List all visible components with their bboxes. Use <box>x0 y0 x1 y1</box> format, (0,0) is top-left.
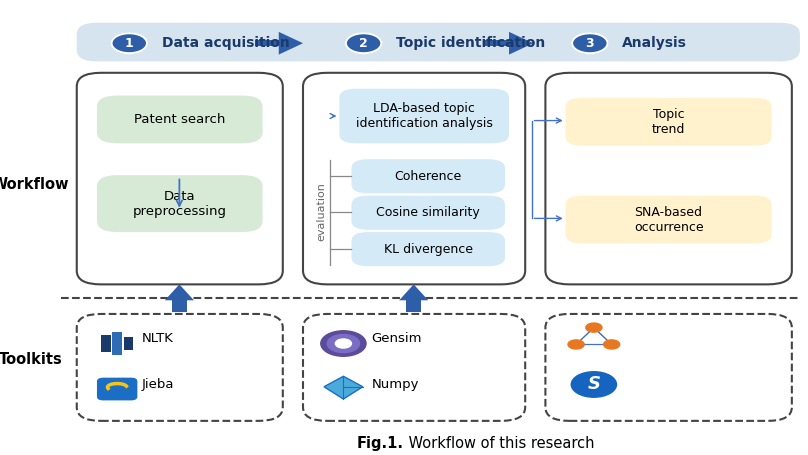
Polygon shape <box>399 284 428 300</box>
Polygon shape <box>172 300 187 312</box>
FancyBboxPatch shape <box>351 232 505 266</box>
FancyBboxPatch shape <box>351 159 505 193</box>
Polygon shape <box>324 376 363 399</box>
Circle shape <box>572 33 608 53</box>
FancyBboxPatch shape <box>77 314 283 421</box>
FancyBboxPatch shape <box>303 73 525 284</box>
Text: Numpy: Numpy <box>372 378 419 391</box>
Text: Patent search: Patent search <box>134 113 225 126</box>
Text: evaluation: evaluation <box>317 182 326 241</box>
Circle shape <box>112 33 147 53</box>
Text: Topic
trend: Topic trend <box>652 108 685 136</box>
Text: S: S <box>587 375 600 394</box>
Text: Fig.1.: Fig.1. <box>357 436 404 451</box>
Polygon shape <box>485 40 509 46</box>
Polygon shape <box>255 40 279 46</box>
Text: Coherence: Coherence <box>394 170 462 183</box>
Polygon shape <box>165 284 194 300</box>
Polygon shape <box>509 32 533 55</box>
Polygon shape <box>279 32 303 55</box>
Text: Cosine similarity: Cosine similarity <box>377 206 480 219</box>
Text: Workflow: Workflow <box>0 177 69 192</box>
FancyBboxPatch shape <box>545 73 792 284</box>
Text: Gensim: Gensim <box>372 333 422 345</box>
Circle shape <box>568 340 584 349</box>
Polygon shape <box>406 300 421 312</box>
Circle shape <box>335 339 351 348</box>
Bar <box>112 332 122 355</box>
Circle shape <box>571 372 617 397</box>
FancyBboxPatch shape <box>97 175 263 232</box>
Text: Toolkits: Toolkits <box>0 352 62 367</box>
Circle shape <box>604 340 620 349</box>
Text: NLTK: NLTK <box>141 333 173 345</box>
FancyBboxPatch shape <box>566 196 772 243</box>
Text: 1: 1 <box>125 37 133 50</box>
Text: LDA-based topic
identification analysis: LDA-based topic identification analysis <box>356 102 493 130</box>
Text: Analysis: Analysis <box>622 36 687 50</box>
Bar <box>124 337 133 350</box>
FancyBboxPatch shape <box>77 23 800 61</box>
Text: Topic identification: Topic identification <box>396 36 545 50</box>
Text: Workflow of this research: Workflow of this research <box>404 436 595 451</box>
Circle shape <box>321 331 366 356</box>
FancyBboxPatch shape <box>97 96 263 143</box>
FancyBboxPatch shape <box>351 196 505 230</box>
Circle shape <box>327 334 360 353</box>
Bar <box>101 335 111 352</box>
Text: 2: 2 <box>360 37 368 50</box>
Text: KL divergence: KL divergence <box>384 243 473 256</box>
Text: Jieba: Jieba <box>141 378 174 391</box>
Text: Data
preprocessing: Data preprocessing <box>133 190 227 217</box>
FancyBboxPatch shape <box>77 73 283 284</box>
FancyBboxPatch shape <box>566 98 772 146</box>
FancyBboxPatch shape <box>97 378 137 400</box>
Circle shape <box>346 33 381 53</box>
Circle shape <box>586 323 602 332</box>
FancyBboxPatch shape <box>303 314 525 421</box>
Text: Data acquisition: Data acquisition <box>162 36 289 50</box>
Text: SNA-based
occurrence: SNA-based occurrence <box>633 206 704 233</box>
FancyBboxPatch shape <box>545 314 792 421</box>
FancyBboxPatch shape <box>339 89 509 143</box>
Text: 3: 3 <box>586 37 594 50</box>
